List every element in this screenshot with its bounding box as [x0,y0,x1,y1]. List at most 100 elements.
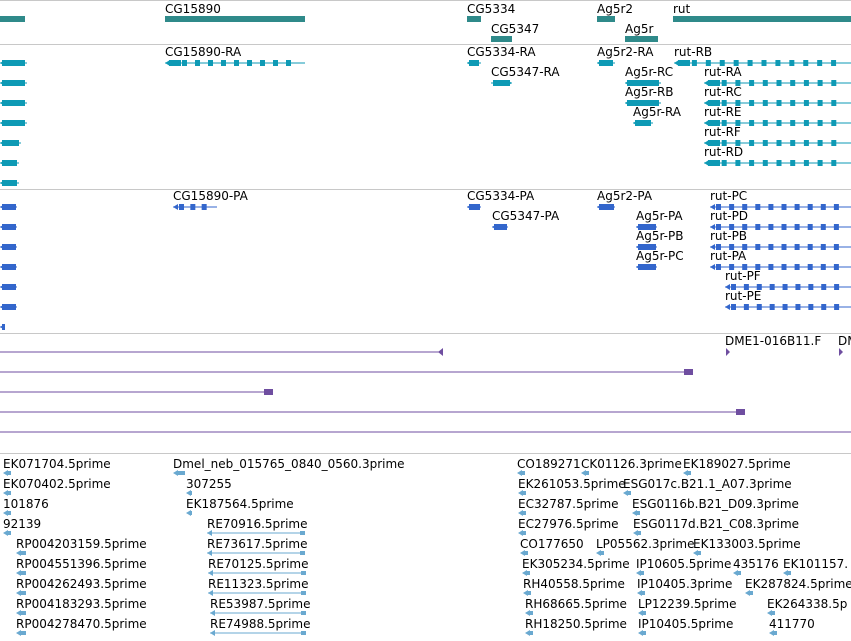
est-arrow-icon[interactable] [683,470,688,476]
protein-exon[interactable] [808,284,814,290]
est-block[interactable] [641,591,645,595]
strand-arrow-icon[interactable] [704,80,709,86]
protein-exon[interactable] [742,224,748,230]
strand-arrow-icon[interactable] [0,284,5,290]
protein-exon[interactable] [638,244,656,250]
est-arrow-icon[interactable] [745,590,750,596]
est-arrow-icon[interactable] [3,510,8,516]
est-block[interactable] [177,471,185,475]
strand-arrow-icon[interactable] [0,224,5,230]
protein-exon[interactable] [820,204,826,210]
exon[interactable] [733,60,739,66]
exon[interactable] [234,60,239,66]
est-arrow-icon[interactable] [522,570,527,576]
est-block[interactable] [642,611,646,615]
exon[interactable] [708,140,720,146]
strand-arrow-icon[interactable] [0,304,5,310]
strand-arrow-icon[interactable] [704,120,709,126]
est-block[interactable] [627,491,631,495]
protein-exon[interactable] [834,304,840,310]
est-block[interactable] [20,611,26,615]
est-arrow-icon[interactable] [207,550,212,556]
protein-exon[interactable] [795,304,801,310]
exon[interactable] [2,120,25,126]
clone-end-icon[interactable] [264,389,273,395]
est-arrow-icon[interactable] [517,470,522,476]
protein-exon[interactable] [781,224,787,230]
est-block[interactable] [749,591,753,595]
protein-exon[interactable] [808,304,814,310]
est-block[interactable] [300,551,305,555]
strand-arrow-icon[interactable] [0,324,5,330]
exon[interactable] [817,80,823,86]
protein-exon[interactable] [820,244,826,250]
protein-exon[interactable] [807,244,813,250]
strand-arrow-icon[interactable] [633,120,638,126]
protein-exon[interactable] [768,244,774,250]
strand-arrow-icon[interactable] [173,204,178,210]
est-block[interactable] [526,571,530,575]
protein-exon[interactable] [794,244,800,250]
exon[interactable] [776,140,782,146]
protein-exon[interactable] [201,204,207,210]
exon[interactable] [493,80,510,86]
exon[interactable] [2,160,17,166]
exon[interactable] [776,160,782,166]
exon[interactable] [2,100,25,106]
protein-exon[interactable] [716,224,721,230]
strand-arrow-icon[interactable] [725,304,730,310]
est-arrow-icon[interactable] [210,630,215,636]
exon[interactable] [776,120,782,126]
est-arrow-icon[interactable] [636,570,641,576]
strand-arrow-icon[interactable] [636,244,641,250]
est-arrow-icon[interactable] [3,530,8,536]
exon[interactable] [790,140,796,146]
protein-exon[interactable] [795,284,801,290]
strand-arrow-icon[interactable] [625,80,630,86]
protein-exon[interactable] [755,204,761,210]
exon[interactable] [803,80,809,86]
protein-exon[interactable] [742,244,748,250]
exon[interactable] [749,160,755,166]
protein-exon[interactable] [729,244,735,250]
exon[interactable] [708,160,720,166]
protein-exon[interactable] [756,304,762,310]
protein-exon[interactable] [821,304,827,310]
est-block[interactable] [529,611,533,615]
est-arrow-icon[interactable] [518,510,523,516]
strand-arrow-icon[interactable] [165,60,170,66]
protein-exon[interactable] [782,304,788,310]
est-block[interactable] [190,511,192,515]
exon[interactable] [831,80,837,86]
est-arrow-icon[interactable] [767,610,772,616]
est-arrow-icon[interactable] [769,630,774,636]
est-block[interactable] [20,551,26,555]
strand-arrow-icon[interactable] [636,224,641,230]
exon[interactable] [817,60,823,66]
protein-exon[interactable] [638,264,656,270]
strand-arrow-icon[interactable] [597,60,602,66]
exon[interactable] [762,120,768,126]
gene-bar[interactable] [467,16,481,22]
est-arrow-icon[interactable] [638,630,643,636]
exon[interactable] [762,80,768,86]
est-block[interactable] [522,491,526,495]
est-arrow-icon[interactable] [637,590,642,596]
est-arrow-icon[interactable] [581,470,586,476]
est-block[interactable] [522,511,526,515]
exon[interactable] [2,180,17,186]
est-arrow-icon[interactable] [16,570,21,576]
exon[interactable] [789,60,795,66]
strand-arrow-icon[interactable] [0,60,5,66]
protein-exon[interactable] [716,204,721,210]
strand-arrow-icon[interactable] [710,264,715,270]
exon[interactable] [719,60,725,66]
strand-arrow-icon[interactable] [0,244,5,250]
protein-exon[interactable] [834,284,840,290]
est-arrow-icon[interactable] [518,530,523,536]
est-arrow-icon[interactable] [16,610,21,616]
est-block[interactable] [771,611,775,615]
est-arrow-icon[interactable] [523,590,528,596]
strand-arrow-icon[interactable] [725,284,730,290]
protein-exon[interactable] [781,264,787,270]
